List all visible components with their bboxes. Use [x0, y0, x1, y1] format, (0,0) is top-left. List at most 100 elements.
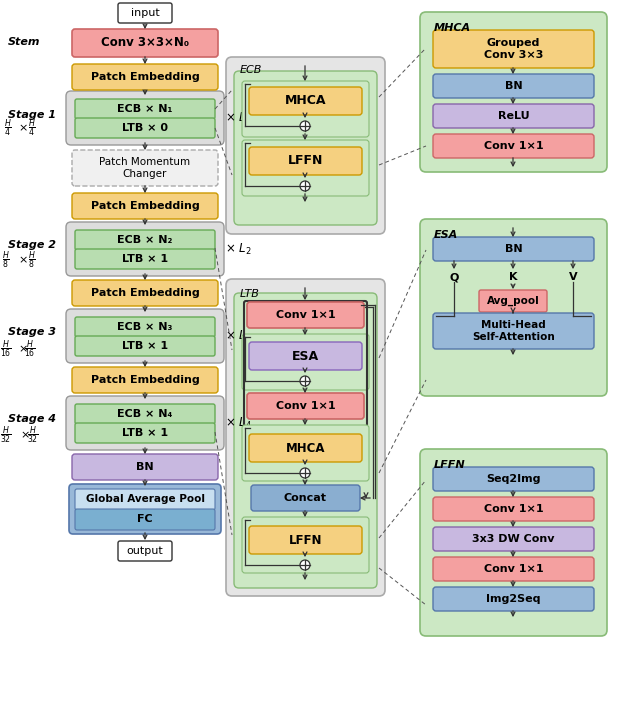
FancyBboxPatch shape [420, 219, 607, 396]
Text: $\times$: $\times$ [18, 343, 28, 354]
Text: output: output [127, 546, 163, 556]
Text: $\frac{H}{4}$: $\frac{H}{4}$ [28, 117, 36, 139]
FancyBboxPatch shape [75, 99, 215, 119]
Text: Grouped
Conv 3×3: Grouped Conv 3×3 [484, 38, 543, 60]
Text: $\frac{H}{4}$: $\frac{H}{4}$ [4, 117, 12, 139]
FancyBboxPatch shape [247, 302, 364, 328]
Text: Conv 1×1: Conv 1×1 [276, 310, 335, 320]
Text: $\times$ $\it{L_3}$: $\times$ $\it{L_3}$ [225, 329, 252, 343]
Text: Avg_pool: Avg_pool [486, 296, 540, 306]
Text: LTB: LTB [240, 289, 260, 299]
FancyBboxPatch shape [234, 293, 377, 588]
FancyBboxPatch shape [72, 29, 218, 57]
FancyBboxPatch shape [433, 74, 594, 98]
FancyBboxPatch shape [226, 57, 385, 234]
FancyBboxPatch shape [251, 485, 360, 511]
Text: LTB × 1: LTB × 1 [122, 341, 168, 351]
Text: V: V [569, 272, 577, 282]
Text: $\frac{H}{16}$: $\frac{H}{16}$ [0, 339, 12, 360]
FancyBboxPatch shape [72, 64, 218, 90]
Text: Patch Embedding: Patch Embedding [91, 72, 200, 82]
Text: Conv 3×3×N₀: Conv 3×3×N₀ [101, 36, 189, 50]
Text: $\times$: $\times$ [20, 430, 30, 440]
Text: LFFN: LFFN [289, 533, 323, 547]
FancyBboxPatch shape [249, 342, 362, 370]
FancyBboxPatch shape [479, 290, 547, 312]
FancyBboxPatch shape [433, 313, 594, 349]
Circle shape [300, 181, 310, 191]
FancyBboxPatch shape [75, 118, 215, 138]
Text: $\times$ $\it{L_1}$: $\times$ $\it{L_1}$ [225, 111, 252, 125]
Text: Patch Embedding: Patch Embedding [91, 375, 200, 385]
FancyBboxPatch shape [72, 193, 218, 219]
FancyBboxPatch shape [249, 87, 362, 115]
Text: LTB × 1: LTB × 1 [122, 254, 168, 264]
Text: LFFN: LFFN [434, 460, 466, 470]
Circle shape [300, 121, 310, 131]
FancyBboxPatch shape [433, 497, 594, 521]
FancyBboxPatch shape [66, 396, 224, 450]
FancyBboxPatch shape [433, 134, 594, 158]
Text: Seq2Img: Seq2Img [486, 474, 541, 484]
FancyBboxPatch shape [249, 526, 362, 554]
FancyBboxPatch shape [242, 81, 369, 137]
Text: BN: BN [505, 244, 522, 254]
Text: $\times$: $\times$ [18, 255, 28, 265]
FancyBboxPatch shape [249, 147, 362, 175]
FancyBboxPatch shape [75, 489, 215, 510]
Circle shape [300, 560, 310, 570]
FancyBboxPatch shape [433, 104, 594, 128]
Text: Stage 3: Stage 3 [8, 327, 56, 337]
Text: $\frac{H}{8}$: $\frac{H}{8}$ [2, 250, 10, 271]
FancyBboxPatch shape [433, 587, 594, 611]
Text: $\times$ $\it{L_2}$: $\times$ $\it{L_2}$ [225, 241, 252, 257]
Text: Conv 1×1: Conv 1×1 [484, 504, 543, 514]
FancyBboxPatch shape [75, 249, 215, 269]
FancyBboxPatch shape [66, 91, 224, 145]
FancyBboxPatch shape [75, 230, 215, 250]
Text: K: K [509, 272, 517, 282]
Text: FC: FC [137, 515, 153, 524]
FancyBboxPatch shape [75, 423, 215, 443]
FancyBboxPatch shape [75, 509, 215, 530]
FancyBboxPatch shape [247, 393, 364, 419]
FancyBboxPatch shape [242, 334, 369, 390]
FancyBboxPatch shape [75, 404, 215, 424]
Text: Conv 1×1: Conv 1×1 [276, 401, 335, 411]
Text: Stage 4: Stage 4 [8, 414, 56, 424]
Text: Patch Embedding: Patch Embedding [91, 201, 200, 211]
FancyBboxPatch shape [242, 425, 369, 481]
Text: ECB × N₃: ECB × N₃ [117, 322, 173, 332]
FancyBboxPatch shape [66, 222, 224, 276]
FancyBboxPatch shape [433, 30, 594, 68]
Text: 3x3 DW Conv: 3x3 DW Conv [472, 534, 555, 544]
Text: ECB: ECB [240, 65, 262, 75]
Text: $\frac{H}{32}$: $\frac{H}{32}$ [0, 424, 12, 446]
Text: Concat: Concat [284, 493, 327, 503]
Text: $\times$ $\it{L_4}$: $\times$ $\it{L_4}$ [225, 416, 252, 430]
FancyBboxPatch shape [118, 541, 172, 561]
Text: LTB × 1: LTB × 1 [122, 428, 168, 438]
FancyBboxPatch shape [72, 367, 218, 393]
FancyBboxPatch shape [420, 12, 607, 172]
Text: $\times$: $\times$ [18, 123, 28, 133]
Text: ECB × N₂: ECB × N₂ [117, 235, 173, 245]
Text: MHCA: MHCA [434, 23, 471, 33]
Text: LTB × 0: LTB × 0 [122, 123, 168, 133]
Text: MHCA: MHCA [285, 95, 326, 107]
FancyBboxPatch shape [242, 140, 369, 196]
FancyBboxPatch shape [433, 527, 594, 551]
FancyBboxPatch shape [249, 434, 362, 462]
FancyBboxPatch shape [72, 454, 218, 480]
FancyBboxPatch shape [72, 280, 218, 306]
Text: Stem: Stem [8, 37, 40, 47]
Text: LFFN: LFFN [288, 154, 323, 168]
Circle shape [300, 376, 310, 386]
FancyBboxPatch shape [75, 317, 215, 337]
Text: Patch Embedding: Patch Embedding [91, 288, 200, 298]
Text: Stage 1: Stage 1 [8, 110, 56, 120]
Text: Q: Q [449, 272, 459, 282]
FancyBboxPatch shape [433, 237, 594, 261]
FancyBboxPatch shape [433, 467, 594, 491]
FancyBboxPatch shape [226, 279, 385, 596]
